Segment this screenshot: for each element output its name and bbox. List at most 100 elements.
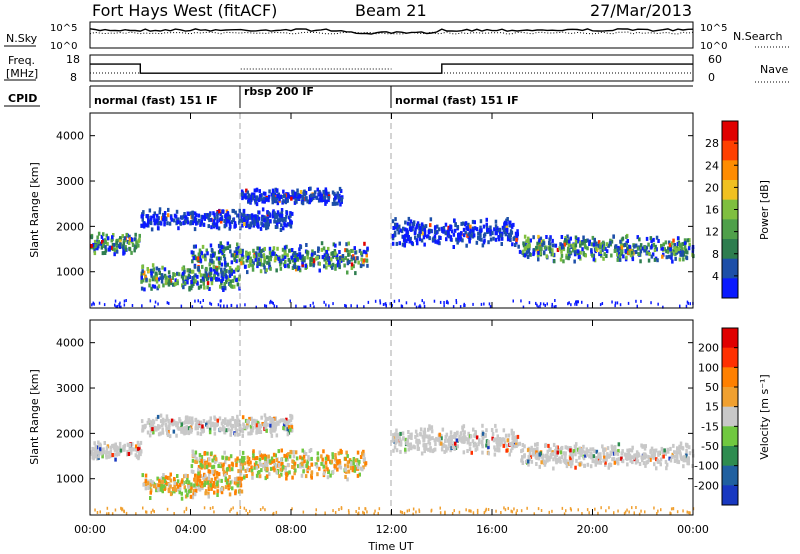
scatter-cell — [256, 264, 259, 269]
scatter-cell — [456, 430, 459, 435]
scatter-cell — [228, 215, 232, 220]
scatter-cell — [215, 423, 219, 427]
scatter-cell — [292, 454, 296, 459]
scatter-cell — [468, 447, 472, 452]
scatter-cell — [489, 225, 492, 230]
scatter-cell — [242, 213, 245, 217]
scatter-cell — [208, 427, 212, 432]
scatter-cell — [90, 235, 94, 240]
scatter-cell — [131, 442, 134, 447]
scatter-cell — [201, 244, 205, 249]
scatter-cell — [446, 446, 449, 451]
scatter-cell — [235, 278, 238, 283]
scatter-cell — [472, 233, 476, 238]
scatter-cell — [287, 425, 291, 430]
scatter-cell — [122, 447, 125, 452]
scatter-cell — [677, 249, 681, 254]
scatter-cell — [157, 432, 161, 437]
scatter-cell — [209, 463, 212, 468]
scatter-cell — [233, 221, 237, 226]
x-tick-label: 08:00 — [275, 523, 307, 536]
scatter-cell — [95, 450, 98, 455]
scatter-cell — [132, 447, 135, 452]
scatter-cell — [262, 423, 266, 428]
scatter-cell — [534, 442, 537, 447]
scatter-cell — [250, 213, 254, 218]
scatter-cell — [185, 430, 188, 435]
scatter-cell — [332, 509, 334, 513]
scatter-cell — [220, 278, 223, 283]
scatter-cell — [453, 446, 456, 451]
scatter-cell — [190, 469, 194, 474]
scatter-cell — [164, 216, 168, 221]
scatter-cell — [420, 226, 424, 231]
scatter-cell — [425, 434, 428, 439]
scatter-cell — [583, 450, 587, 455]
scatter-cell — [178, 483, 182, 487]
scatter-cell — [246, 455, 250, 460]
scatter-cell — [428, 424, 431, 429]
scatter-cell — [266, 422, 269, 427]
scatter-cell — [256, 195, 259, 200]
scatter-cell — [665, 462, 669, 467]
scatter-cell — [320, 247, 324, 252]
scatter-cell — [502, 228, 506, 233]
scatter-cell — [567, 242, 571, 247]
scatter-cell — [252, 248, 255, 253]
scatter-cell — [625, 255, 628, 260]
scatter-cell — [651, 252, 655, 257]
scatter-cell — [291, 253, 295, 258]
scatter-cell — [229, 423, 233, 428]
scatter-cell — [464, 304, 466, 307]
colorbar-tick-label: 24 — [705, 159, 719, 172]
scatter-cell — [532, 451, 535, 456]
scatter-cell — [155, 277, 158, 282]
colorbar-tick-label: 15 — [705, 401, 719, 414]
scatter-cell — [598, 460, 601, 465]
scatter-cell — [636, 246, 640, 251]
scatter-cell — [287, 257, 290, 262]
scatter-cell — [678, 257, 682, 262]
scatter-cell — [185, 419, 189, 424]
scatter-cell — [589, 464, 593, 469]
scatter-cell — [565, 509, 567, 513]
scatter-cell — [346, 261, 350, 266]
scatter-cell — [163, 267, 167, 272]
scatter-cell — [185, 427, 189, 432]
scatter-cell — [229, 429, 233, 434]
scatter-cell — [255, 187, 259, 192]
scatter-cell — [475, 435, 479, 440]
scatter-cell — [394, 222, 397, 227]
scatter-cell — [621, 449, 624, 454]
scatter-cell — [331, 455, 335, 460]
scatter-cell — [241, 196, 244, 201]
scatter-cell — [264, 216, 268, 221]
scatter-cell — [268, 250, 272, 255]
scatter-cell — [459, 305, 462, 309]
scatter-cell — [536, 303, 538, 307]
scatter-cell — [597, 243, 600, 248]
scatter-cell — [279, 194, 282, 199]
scatter-cell — [204, 257, 207, 262]
scatter-cell — [498, 437, 502, 441]
scatter-cell — [106, 506, 109, 510]
scatter-cell — [599, 303, 602, 307]
scatter-cell — [162, 283, 165, 288]
scatter-cell — [582, 444, 585, 449]
scatter-cell — [612, 445, 615, 450]
scatter-cell — [267, 198, 270, 203]
scatter-cell — [162, 484, 166, 489]
scatter-cell — [220, 421, 224, 426]
scatter-cell — [676, 510, 679, 514]
scatter-cell — [322, 471, 326, 476]
scatter-cell — [538, 464, 541, 469]
scatter-cell — [191, 458, 195, 463]
scatter-cell — [399, 442, 403, 447]
scatter-cell — [599, 452, 602, 457]
scatter-cell — [205, 422, 208, 427]
scatter-cell — [526, 448, 530, 453]
scatter-cell — [345, 304, 347, 308]
scatter-cell — [199, 258, 203, 263]
scatter-cell — [127, 443, 130, 447]
scatter-cell — [575, 249, 579, 254]
